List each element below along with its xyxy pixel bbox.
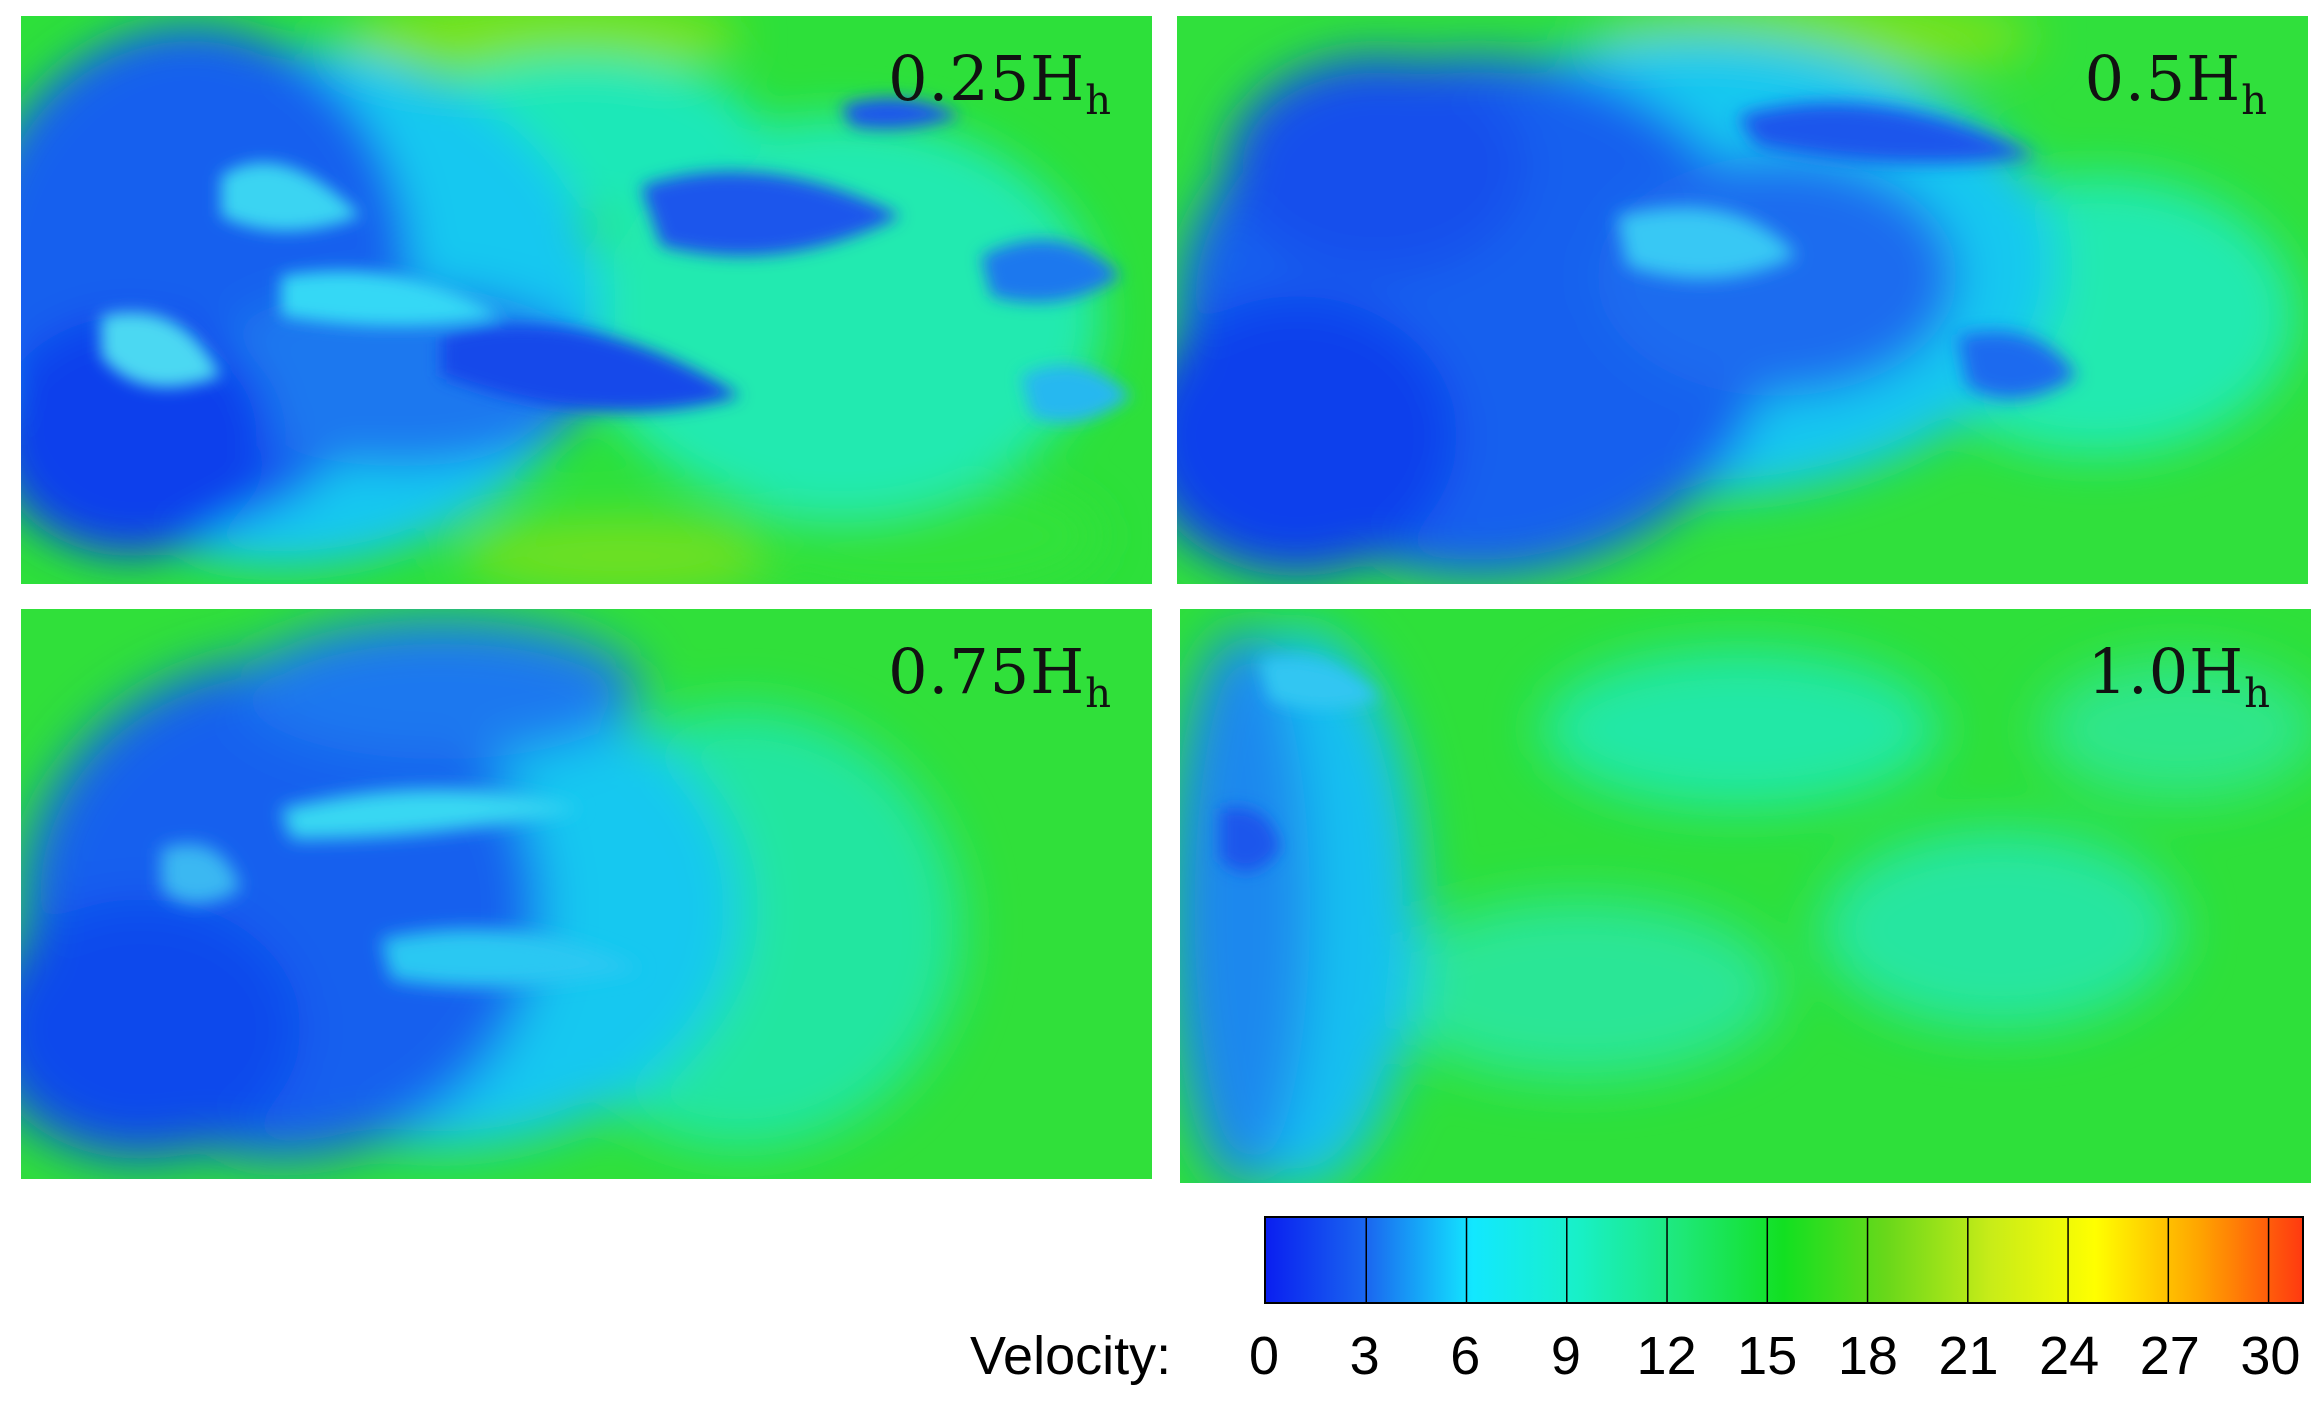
contour-panel-1-0h: 1.0Hh: [1180, 609, 2311, 1183]
colorbar-tick-label: 3: [1349, 1326, 1380, 1386]
colorbar-tick-label: 0: [1248, 1326, 1280, 1386]
contour-panel-0-25h: 0.25Hh: [21, 16, 1152, 584]
contour-panel-0-5h: 0.5Hh: [1177, 16, 2308, 584]
panel-label: 0.5Hh: [2084, 42, 2268, 124]
colorbar-title: Velocity:: [970, 1326, 1172, 1386]
colorbar-tick-label: 6: [1450, 1326, 1481, 1386]
panel-label: 0.75Hh: [888, 635, 1112, 717]
colorbar-tick-label: 12: [1636, 1326, 1697, 1386]
colorbar-tick-label: 24: [2039, 1326, 2100, 1386]
colorbar-tick-label: 9: [1550, 1326, 1581, 1386]
contour-panel-0-75h: 0.75Hh: [21, 609, 1152, 1179]
colorbar-tick-label: 30: [2240, 1326, 2301, 1386]
colorbar-tick-labels: 0 3 6 9 12 15 18 21 24 27 30: [0, 1325, 2324, 1395]
velocity-colorbar: [1264, 1216, 2304, 1304]
panel-label: 1.0Hh: [2087, 635, 2271, 717]
velocity-field: [1177, 16, 2308, 584]
colorbar-tick-label: 15: [1737, 1326, 1798, 1386]
colorbar-tick-label: 18: [1837, 1326, 1898, 1386]
velocity-field: [21, 609, 1152, 1179]
velocity-field: [21, 16, 1152, 584]
panel-label: 0.25Hh: [888, 42, 1112, 124]
colorbar-tick-label: 27: [2139, 1326, 2200, 1386]
colorbar-gradient: [1266, 1218, 2302, 1302]
colorbar-tick-label: 21: [1938, 1326, 1999, 1386]
velocity-field: [1180, 609, 2311, 1183]
